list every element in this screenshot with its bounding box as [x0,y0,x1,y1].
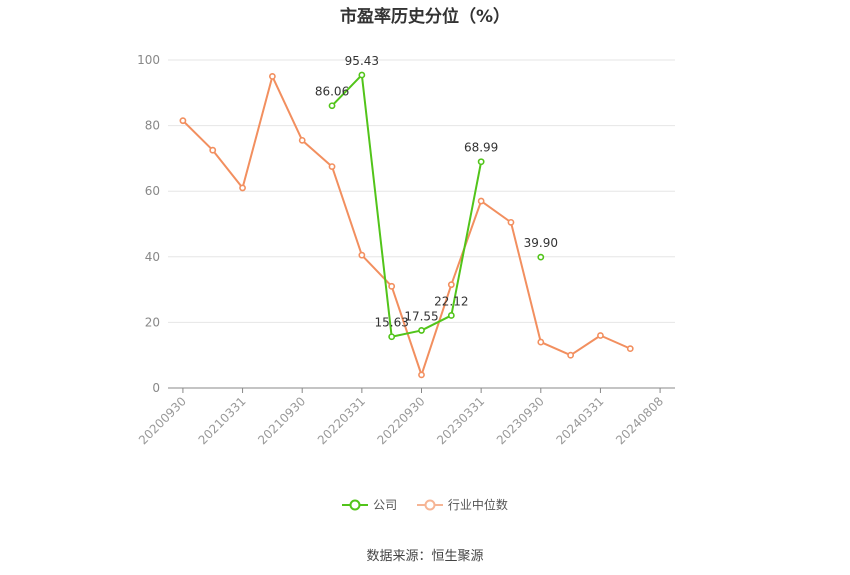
series-line-segment [420,283,453,376]
data-point [477,197,485,205]
data-point [209,146,217,154]
data-label: 22.12 [434,294,468,308]
data-label: 68.99 [464,141,498,155]
series-line-segment [569,334,602,357]
series-line-segment [241,75,274,189]
x-tick-label: 20240331 [553,394,606,447]
data-point [626,345,634,353]
x-tick-label: 20220930 [375,394,428,447]
data-point [328,163,336,170]
legend-company-label: 公司 [373,498,398,512]
x-tick-label: 20210331 [196,394,249,447]
source-note: 数据来源：恒生聚源 [366,549,484,564]
series-line-segment [271,75,304,142]
legend-company-marker-icon [342,499,369,510]
data-label: 15.63 [374,316,408,330]
y-tick-label: 40 [145,250,160,264]
data-label: 17.55 [404,309,438,323]
data-point [298,136,306,144]
data-point [507,218,515,226]
grid-layer [168,59,675,323]
data-point [268,73,276,80]
series-line-segment [181,119,214,152]
data-point [358,71,366,79]
data-point [239,184,246,192]
x-tick-label: 20200930 [136,394,189,447]
series-line-segment [301,139,334,168]
x-tick-label: 20230930 [494,394,547,447]
series-line-segment [211,149,244,189]
data-point [328,102,336,110]
data-point [567,351,575,359]
data-point [358,251,366,259]
series-line-segment [331,165,363,257]
legend-industry-marker-icon [416,499,443,510]
data-point [477,158,485,166]
data-point [597,332,604,339]
x-tick-label: 20230331 [434,394,487,447]
series-line-segment [599,334,632,350]
series-line-segment [331,73,363,107]
data-label: 39.90 [524,236,558,250]
x-tick-label: 20220331 [315,394,368,447]
legend-industry-label: 行业中位数 [447,498,508,512]
series-line-segment [450,160,483,317]
legend: 公司 行业中位数 [0,496,850,514]
series-line-segment [390,285,423,376]
y-tick-label: 20 [145,315,160,329]
data-point [418,371,425,379]
series-line-segment [509,221,542,344]
data-point [418,327,425,334]
series-line-segment [360,73,393,338]
x-tick-label: 20210930 [255,394,308,447]
y-tick-label: 60 [145,184,160,198]
data-point [179,117,187,125]
data-point [388,333,396,341]
data-point [537,253,545,261]
y-tick-label: 0 [152,381,160,395]
series-line-segment [420,314,453,332]
data-point [537,338,545,346]
series-line-segment [390,329,423,338]
legend-item-industry[interactable]: 行业中位数 [416,496,508,513]
y-tick-label: 100 [137,53,160,67]
y-tick-label: 80 [145,119,160,133]
x-tick-label: 20240808 [613,394,666,447]
legend-item-company[interactable]: 公司 [342,496,397,513]
data-point [388,282,396,290]
series-line-segment [360,254,393,288]
data-point [447,281,455,289]
series-layer [179,71,634,379]
data-point [447,312,455,319]
data-label: 86.06 [315,85,349,99]
data-label: 95.43 [345,54,379,68]
series-line-segment [539,341,572,357]
chart-title: 市盈率历史分位（%） [339,7,511,27]
series-line-segment [480,200,512,224]
